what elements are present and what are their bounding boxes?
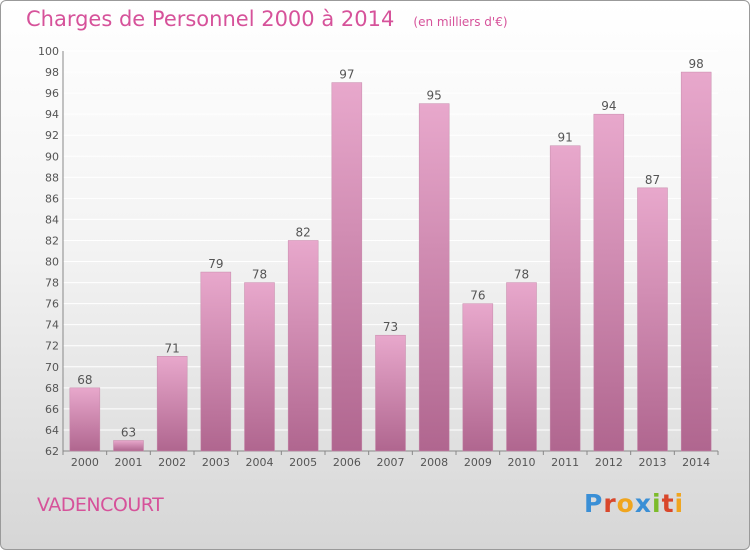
x-tick-label: 2000 <box>71 456 99 469</box>
data-label: 94 <box>601 99 616 113</box>
y-tick-label: 100 <box>38 45 59 58</box>
proxiti-logo: Proxiti <box>584 489 684 518</box>
y-tick-label: 90 <box>45 150 59 163</box>
logo-letter: i <box>652 489 662 518</box>
x-tick-label: 2004 <box>246 456 274 469</box>
commune-name: VADENCOURT <box>37 494 164 516</box>
bar <box>244 282 275 452</box>
y-tick-label: 86 <box>45 192 59 205</box>
bar <box>113 440 144 452</box>
y-tick-label: 72 <box>45 340 59 353</box>
bar <box>637 187 668 452</box>
bar <box>69 387 101 452</box>
y-tick-label: 88 <box>45 171 59 184</box>
chart-unit: (en milliers d'€) <box>413 15 508 29</box>
data-label: 87 <box>645 173 660 187</box>
data-label: 97 <box>339 68 354 82</box>
data-label: 95 <box>427 89 442 103</box>
data-label: 82 <box>296 225 311 239</box>
y-tick-label: 68 <box>45 382 59 395</box>
bar <box>331 82 363 452</box>
chart-title: Charges de Personnel 2000 à 2014 <box>26 7 395 31</box>
y-tick-label: 76 <box>45 298 59 311</box>
x-tick-label: 2006 <box>333 456 361 469</box>
y-tick-label: 64 <box>45 424 59 437</box>
chart-title-block: Charges de Personnel 2000 à 2014 (en mil… <box>26 7 508 31</box>
y-tick-label: 62 <box>45 445 59 458</box>
x-tick-label: 2013 <box>639 456 667 469</box>
data-label: 63 <box>121 425 136 439</box>
x-tick-label: 2007 <box>377 456 405 469</box>
y-tick-label: 96 <box>45 87 59 100</box>
y-tick-label: 70 <box>45 361 59 374</box>
y-tick-label: 66 <box>45 403 59 416</box>
x-tick-label: 2009 <box>464 456 492 469</box>
logo-letter: t <box>661 489 675 518</box>
bar <box>156 356 188 452</box>
data-label: 78 <box>514 268 529 282</box>
logo-letter: r <box>603 489 617 518</box>
y-tick-label: 98 <box>45 66 59 79</box>
x-tick-label: 2008 <box>420 456 448 469</box>
y-tick-label: 94 <box>45 108 59 121</box>
data-label: 73 <box>383 320 398 334</box>
x-tick-label: 2005 <box>289 456 317 469</box>
x-tick-label: 2010 <box>508 456 536 469</box>
data-label: 91 <box>558 131 573 145</box>
bar <box>680 71 712 452</box>
data-label: 68 <box>77 373 92 387</box>
bar <box>593 113 625 452</box>
data-label: 98 <box>689 57 704 71</box>
bar <box>418 103 450 452</box>
y-tick-label: 80 <box>45 256 59 269</box>
y-tick-label: 84 <box>45 213 59 226</box>
logo-letter: P <box>584 489 604 518</box>
bar <box>506 282 537 452</box>
bar <box>549 145 581 452</box>
x-tick-label: 2002 <box>158 456 186 469</box>
bar <box>287 240 319 452</box>
bar <box>462 303 494 452</box>
data-label: 71 <box>165 341 180 355</box>
y-tick-label: 82 <box>45 234 59 247</box>
logo-letter: i <box>674 489 685 518</box>
data-label: 78 <box>252 268 267 282</box>
bar <box>375 334 406 452</box>
x-tick-label: 2012 <box>595 456 623 469</box>
data-label: 76 <box>470 289 485 303</box>
y-tick-label: 78 <box>45 277 59 290</box>
bar <box>200 271 232 452</box>
data-label: 79 <box>208 257 223 271</box>
logo-letter: o <box>616 489 635 518</box>
logo-letter: x <box>634 489 652 518</box>
y-tick-label: 92 <box>45 129 59 142</box>
x-tick-label: 2001 <box>115 456 143 469</box>
x-tick-label: 2014 <box>682 456 710 469</box>
y-tick-label: 74 <box>45 319 59 332</box>
x-tick-label: 2011 <box>551 456 579 469</box>
x-tick-label: 2003 <box>202 456 230 469</box>
